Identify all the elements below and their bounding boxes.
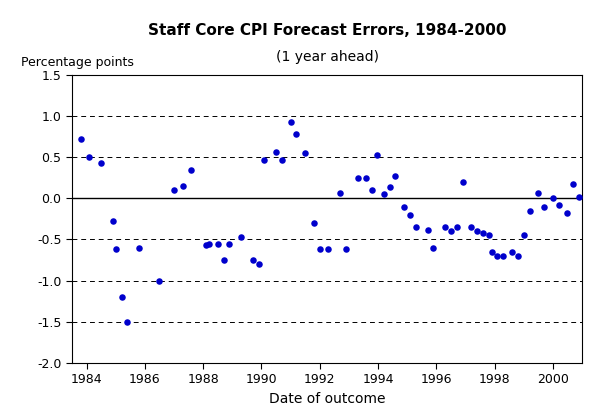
Point — [85, 154, 94, 161]
Point — [134, 244, 144, 251]
Point — [478, 230, 488, 236]
Point — [178, 183, 188, 189]
Point — [493, 253, 502, 259]
Point — [309, 220, 319, 226]
X-axis label: Date of outcome: Date of outcome — [269, 392, 385, 406]
Point — [446, 228, 455, 235]
Point — [458, 178, 467, 185]
Point — [97, 160, 106, 166]
Point — [204, 241, 214, 248]
Point — [341, 246, 351, 253]
Point — [513, 253, 523, 259]
Point — [213, 241, 223, 248]
Point — [187, 167, 196, 174]
Point — [519, 232, 529, 239]
Text: (1 year ahead): (1 year ahead) — [275, 50, 379, 63]
Point — [155, 277, 164, 284]
Point — [372, 151, 382, 158]
Point — [391, 173, 400, 179]
Point — [423, 226, 433, 233]
Point — [472, 228, 482, 235]
Point — [533, 190, 543, 197]
Point — [353, 174, 362, 181]
Point — [219, 257, 229, 264]
Point — [271, 149, 281, 156]
Point — [286, 118, 295, 125]
Point — [248, 257, 257, 264]
Point — [548, 195, 557, 202]
Point — [428, 244, 438, 251]
Point — [484, 232, 494, 239]
Point — [201, 242, 211, 249]
Point — [254, 261, 263, 267]
Point — [277, 156, 287, 163]
Point — [507, 249, 517, 255]
Point — [466, 224, 476, 231]
Point — [440, 224, 450, 231]
Point — [554, 201, 563, 208]
Point — [117, 294, 127, 300]
Point — [367, 187, 377, 193]
Point — [385, 183, 394, 190]
Point — [539, 203, 549, 210]
Point — [405, 211, 415, 218]
Point — [111, 246, 121, 253]
Point — [411, 224, 421, 231]
Point — [260, 156, 269, 163]
Point — [574, 193, 584, 200]
Point — [525, 207, 535, 214]
Point — [292, 131, 301, 138]
Text: Staff Core CPI Forecast Errors, 1984-2000: Staff Core CPI Forecast Errors, 1984-200… — [148, 23, 506, 38]
Point — [301, 150, 310, 156]
Point — [236, 234, 246, 240]
Point — [108, 218, 118, 225]
Point — [315, 246, 325, 253]
Point — [224, 241, 234, 248]
Point — [452, 224, 461, 231]
Point — [400, 203, 409, 210]
Point — [499, 253, 508, 259]
Point — [169, 187, 179, 193]
Point — [122, 318, 132, 325]
Point — [76, 136, 86, 143]
Point — [335, 190, 345, 197]
Point — [568, 180, 578, 187]
Point — [323, 246, 333, 253]
Point — [379, 191, 389, 198]
Point — [362, 174, 371, 181]
Point — [563, 210, 572, 216]
Text: Percentage points: Percentage points — [21, 56, 134, 69]
Point — [487, 249, 496, 255]
